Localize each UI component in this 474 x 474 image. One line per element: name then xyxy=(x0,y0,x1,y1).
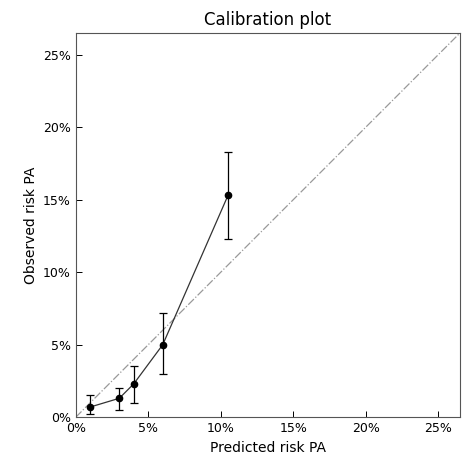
Y-axis label: Observed risk PA: Observed risk PA xyxy=(24,166,37,284)
X-axis label: Predicted risk PA: Predicted risk PA xyxy=(210,440,326,455)
Title: Calibration plot: Calibration plot xyxy=(204,11,331,29)
